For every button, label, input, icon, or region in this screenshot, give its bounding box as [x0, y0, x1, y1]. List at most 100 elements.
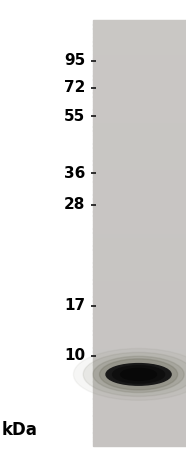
- Bar: [93, 190, 186, 194]
- Bar: [93, 296, 186, 301]
- Bar: [93, 245, 186, 250]
- Bar: [93, 398, 186, 403]
- Bar: [93, 339, 186, 343]
- Ellipse shape: [73, 348, 186, 400]
- Bar: [93, 347, 186, 352]
- Bar: [93, 84, 186, 88]
- Bar: [93, 322, 186, 326]
- Bar: [93, 381, 186, 386]
- Bar: [93, 41, 186, 46]
- Bar: [93, 402, 186, 407]
- Ellipse shape: [106, 364, 171, 385]
- Bar: [93, 279, 186, 284]
- Bar: [93, 334, 186, 339]
- Bar: [93, 360, 186, 364]
- Bar: [93, 351, 186, 356]
- Bar: [93, 428, 186, 433]
- Bar: [93, 45, 186, 50]
- Bar: [93, 241, 186, 246]
- Bar: [93, 92, 186, 97]
- Bar: [93, 228, 186, 233]
- Bar: [93, 186, 186, 190]
- Bar: [93, 313, 186, 318]
- Bar: [93, 441, 186, 446]
- Bar: [93, 254, 186, 258]
- Text: 28: 28: [64, 197, 86, 212]
- Bar: [93, 79, 186, 84]
- Bar: [93, 88, 186, 93]
- Bar: [93, 156, 186, 161]
- Bar: [93, 122, 186, 126]
- Bar: [93, 305, 186, 310]
- Bar: [93, 67, 186, 71]
- Bar: [93, 50, 186, 54]
- Bar: [93, 292, 186, 297]
- Bar: [93, 28, 186, 33]
- Bar: [93, 164, 186, 169]
- Ellipse shape: [113, 366, 165, 383]
- Bar: [93, 369, 186, 373]
- Bar: [93, 173, 186, 178]
- Bar: [93, 343, 186, 348]
- Bar: [93, 117, 186, 122]
- Bar: [93, 364, 186, 369]
- Bar: [93, 63, 186, 67]
- Bar: [93, 386, 186, 390]
- Bar: [93, 373, 186, 378]
- Bar: [93, 266, 186, 271]
- Bar: [93, 415, 186, 420]
- Bar: [93, 411, 186, 416]
- Bar: [93, 126, 186, 131]
- Bar: [93, 24, 186, 29]
- Bar: [93, 220, 186, 225]
- Text: kDa: kDa: [2, 421, 38, 439]
- Bar: [93, 258, 186, 263]
- Bar: [93, 394, 186, 399]
- Bar: [93, 232, 186, 237]
- Bar: [93, 54, 186, 58]
- Bar: [93, 177, 186, 182]
- Bar: [93, 326, 186, 331]
- Bar: [93, 271, 186, 275]
- Ellipse shape: [83, 352, 186, 396]
- Bar: [93, 135, 186, 140]
- Bar: [93, 71, 186, 76]
- Ellipse shape: [93, 356, 184, 392]
- Bar: [93, 432, 186, 437]
- Bar: [93, 419, 186, 424]
- Bar: [93, 37, 186, 41]
- Text: 17: 17: [64, 298, 86, 314]
- Bar: [93, 148, 186, 152]
- Bar: [93, 58, 186, 63]
- Bar: [93, 301, 186, 305]
- Bar: [93, 113, 186, 118]
- Bar: [93, 309, 186, 314]
- Bar: [93, 20, 186, 24]
- Text: 36: 36: [64, 166, 86, 181]
- Text: 95: 95: [64, 53, 86, 68]
- Bar: [93, 207, 186, 211]
- Bar: [93, 390, 186, 395]
- Bar: [93, 275, 186, 279]
- Bar: [93, 407, 186, 411]
- Bar: [93, 237, 186, 241]
- Bar: [93, 75, 186, 80]
- Bar: [93, 169, 186, 173]
- Bar: [93, 330, 186, 335]
- Text: 72: 72: [64, 80, 86, 95]
- Bar: [93, 105, 186, 109]
- Bar: [93, 109, 186, 114]
- Bar: [93, 152, 186, 156]
- Ellipse shape: [121, 369, 156, 380]
- Bar: [93, 160, 186, 165]
- Bar: [93, 194, 186, 199]
- Bar: [93, 101, 186, 105]
- Bar: [93, 216, 186, 220]
- Bar: [93, 249, 186, 254]
- Bar: [93, 424, 186, 428]
- Bar: [93, 356, 186, 360]
- Bar: [93, 377, 186, 382]
- Bar: [93, 96, 186, 101]
- Bar: [93, 284, 186, 288]
- Ellipse shape: [100, 359, 178, 390]
